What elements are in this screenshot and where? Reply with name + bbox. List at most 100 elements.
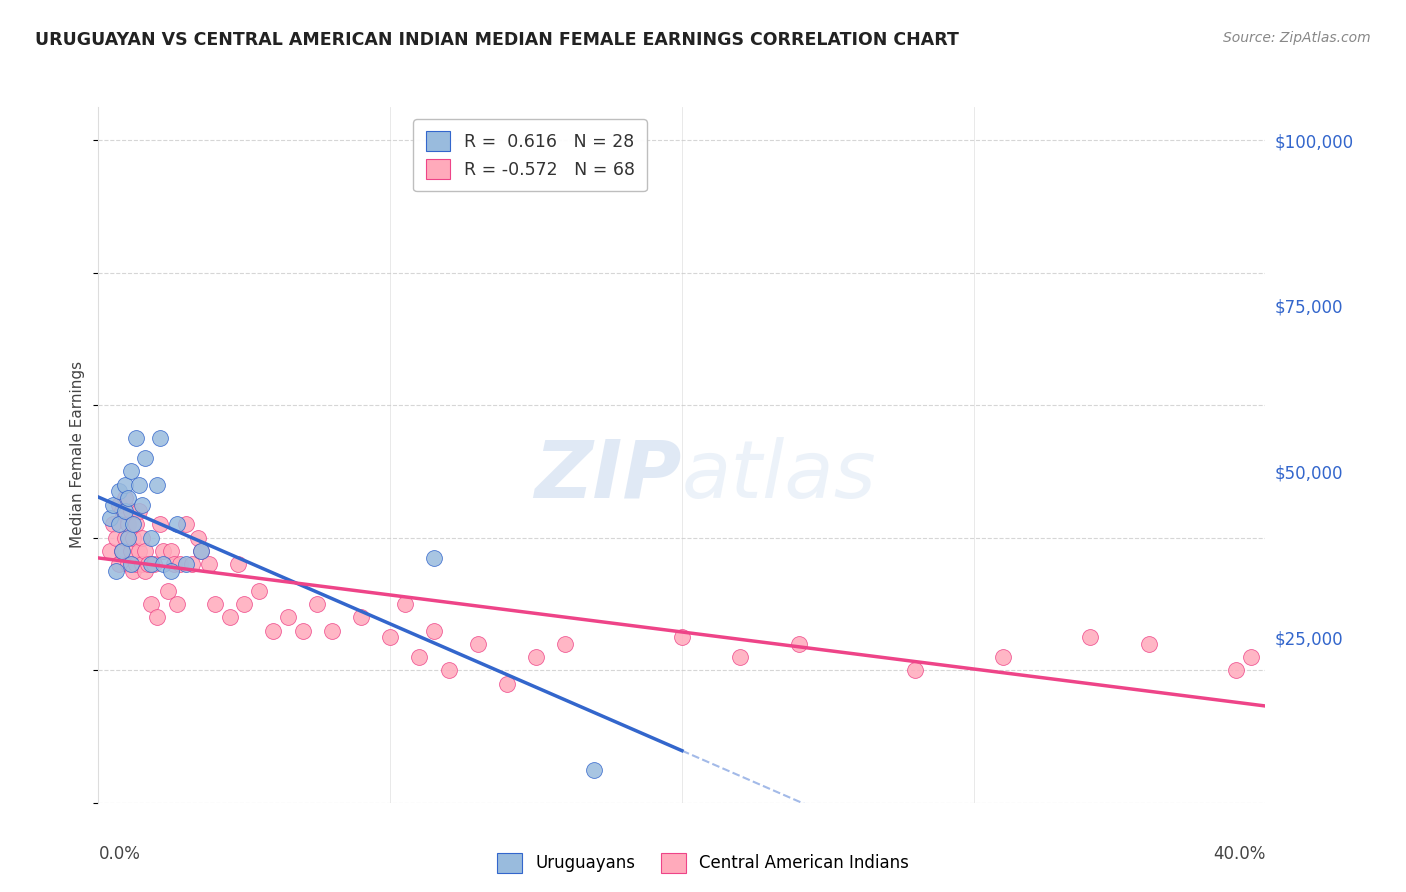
- Point: [117, 531, 139, 545]
- Point: [134, 451, 156, 466]
- Point: [149, 431, 172, 445]
- Point: [228, 558, 250, 572]
- Point: [114, 531, 136, 545]
- Point: [671, 630, 693, 644]
- Point: [262, 624, 284, 638]
- Point: [163, 558, 186, 572]
- Point: [117, 517, 139, 532]
- Point: [98, 511, 121, 525]
- Point: [1225, 663, 1247, 677]
- Point: [157, 583, 180, 598]
- Point: [142, 558, 165, 572]
- Point: [117, 491, 139, 505]
- Point: [128, 544, 150, 558]
- Point: [187, 531, 209, 545]
- Point: [131, 498, 153, 512]
- Point: [120, 504, 142, 518]
- Point: [277, 610, 299, 624]
- Point: [139, 597, 162, 611]
- Point: [166, 517, 188, 532]
- Point: [394, 597, 416, 611]
- Point: [104, 564, 127, 578]
- Point: [146, 610, 169, 624]
- Point: [423, 624, 446, 638]
- Point: [169, 558, 191, 572]
- Point: [125, 558, 148, 572]
- Point: [128, 504, 150, 518]
- Point: [174, 558, 197, 572]
- Point: [98, 544, 121, 558]
- Point: [149, 517, 172, 532]
- Legend: Uruguayans, Central American Indians: Uruguayans, Central American Indians: [491, 847, 915, 880]
- Point: [139, 531, 162, 545]
- Point: [114, 504, 136, 518]
- Point: [125, 517, 148, 532]
- Point: [233, 597, 256, 611]
- Text: URUGUAYAN VS CENTRAL AMERICAN INDIAN MEDIAN FEMALE EARNINGS CORRELATION CHART: URUGUAYAN VS CENTRAL AMERICAN INDIAN MED…: [35, 31, 959, 49]
- Point: [291, 624, 314, 638]
- Point: [120, 465, 142, 479]
- Point: [495, 676, 517, 690]
- Point: [160, 544, 183, 558]
- Point: [108, 517, 131, 532]
- Point: [166, 597, 188, 611]
- Point: [122, 531, 145, 545]
- Text: ZIP: ZIP: [534, 437, 682, 515]
- Point: [134, 544, 156, 558]
- Point: [204, 597, 226, 611]
- Point: [1240, 650, 1263, 665]
- Point: [108, 558, 131, 572]
- Point: [180, 558, 202, 572]
- Point: [125, 431, 148, 445]
- Point: [190, 544, 212, 558]
- Text: atlas: atlas: [682, 437, 877, 515]
- Point: [190, 544, 212, 558]
- Point: [108, 498, 131, 512]
- Point: [787, 637, 810, 651]
- Point: [524, 650, 547, 665]
- Point: [728, 650, 751, 665]
- Text: 0.0%: 0.0%: [98, 845, 141, 863]
- Point: [152, 544, 174, 558]
- Point: [583, 763, 606, 777]
- Point: [174, 517, 197, 532]
- Point: [114, 477, 136, 491]
- Point: [131, 531, 153, 545]
- Point: [111, 544, 134, 558]
- Point: [120, 544, 142, 558]
- Point: [1080, 630, 1102, 644]
- Point: [247, 583, 270, 598]
- Point: [904, 663, 927, 677]
- Point: [134, 564, 156, 578]
- Point: [307, 597, 329, 611]
- Point: [139, 558, 162, 572]
- Point: [467, 637, 489, 651]
- Point: [160, 564, 183, 578]
- Point: [136, 558, 159, 572]
- Point: [218, 610, 240, 624]
- Point: [146, 477, 169, 491]
- Point: [198, 558, 221, 572]
- Point: [101, 498, 124, 512]
- Text: 40.0%: 40.0%: [1213, 845, 1265, 863]
- Point: [128, 477, 150, 491]
- Point: [378, 630, 402, 644]
- Point: [111, 504, 134, 518]
- Point: [437, 663, 460, 677]
- Point: [991, 650, 1014, 665]
- Point: [104, 531, 127, 545]
- Point: [554, 637, 576, 651]
- Point: [101, 517, 124, 532]
- Point: [108, 484, 131, 499]
- Point: [350, 610, 373, 624]
- Point: [111, 544, 134, 558]
- Point: [114, 491, 136, 505]
- Point: [408, 650, 430, 665]
- Point: [122, 517, 145, 532]
- Point: [131, 558, 153, 572]
- Point: [120, 558, 142, 572]
- Point: [423, 550, 446, 565]
- Point: [321, 624, 343, 638]
- Legend: R =  0.616   N = 28, R = -0.572   N = 68: R = 0.616 N = 28, R = -0.572 N = 68: [413, 120, 647, 192]
- Point: [117, 558, 139, 572]
